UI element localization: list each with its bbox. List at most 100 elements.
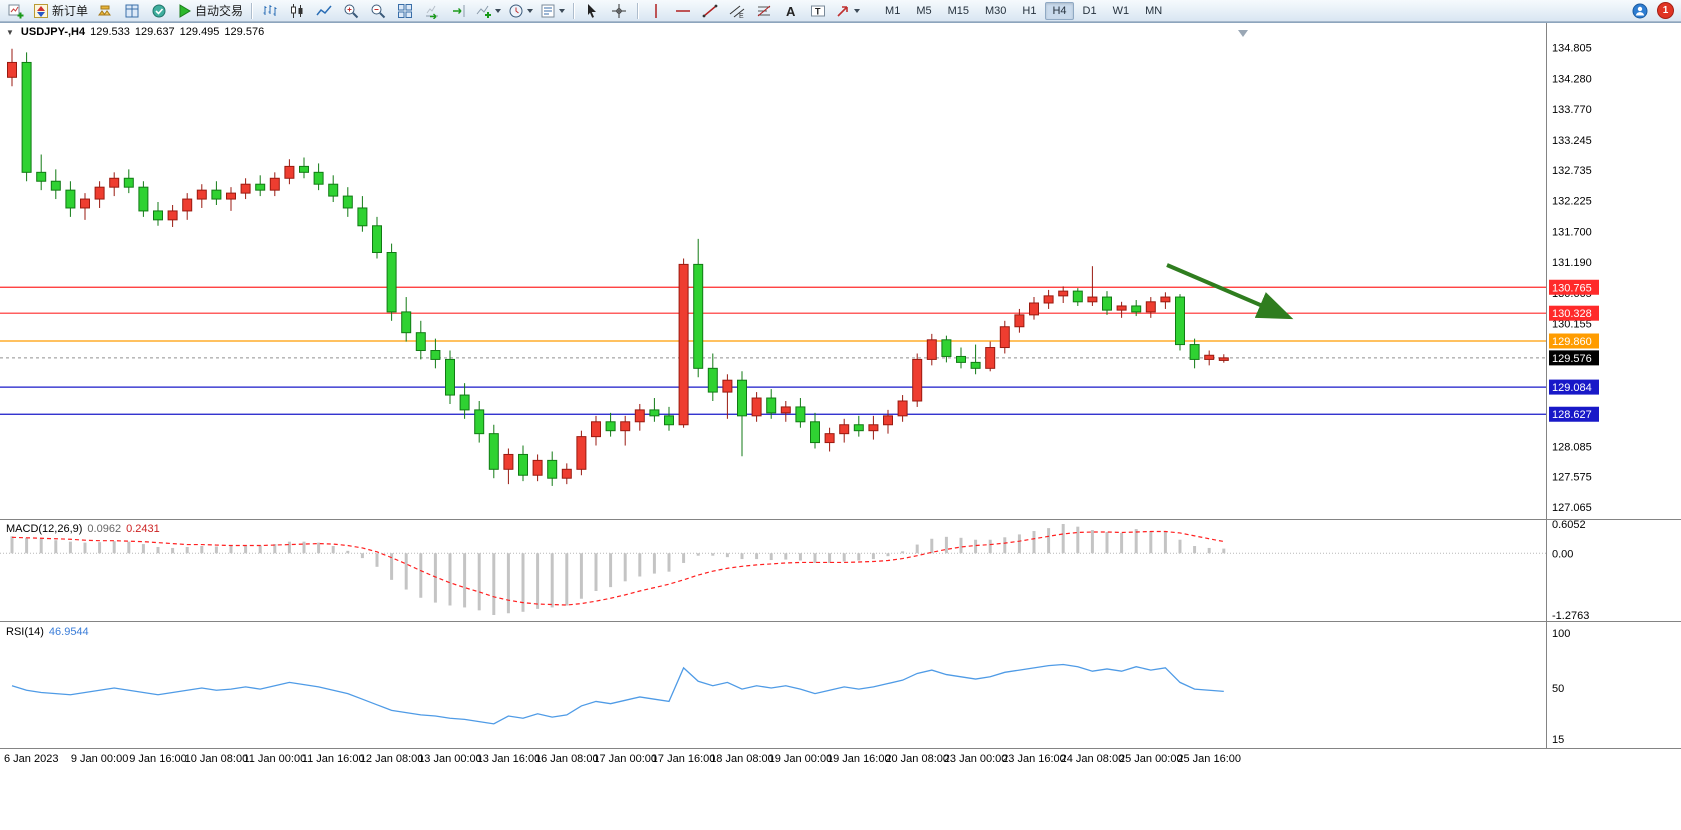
- autotrading-button[interactable]: 自动交易: [173, 0, 246, 22]
- svg-text:134.280: 134.280: [1552, 73, 1592, 85]
- zoom-out-button[interactable]: [365, 0, 391, 22]
- trendline-button[interactable]: [697, 0, 723, 22]
- svg-text:-1.2763: -1.2763: [1552, 610, 1589, 622]
- svg-text:127.575: 127.575: [1552, 472, 1592, 484]
- new-chart-button[interactable]: [3, 0, 29, 22]
- svg-text:E: E: [739, 13, 744, 19]
- macd-name: MACD(12,26,9): [6, 523, 83, 535]
- ohlc-open: 129.533: [90, 26, 130, 38]
- templates-button[interactable]: [537, 0, 568, 22]
- navigator-button[interactable]: [146, 0, 172, 22]
- svg-text:132.735: 132.735: [1552, 165, 1592, 177]
- candlestick-chart-icon: [291, 3, 303, 18]
- auto-scroll-button[interactable]: [419, 0, 445, 22]
- indicators-button[interactable]: [473, 0, 504, 22]
- timeframe-m30-button[interactable]: M30: [985, 4, 1007, 17]
- svg-text:133.245: 133.245: [1552, 135, 1592, 147]
- svg-text:11 Jan 16:00: 11 Jan 16:00: [302, 753, 365, 765]
- timeframe-m1-button[interactable]: M1: [885, 4, 901, 17]
- data-window-button[interactable]: [119, 0, 145, 22]
- community-button[interactable]: [1627, 0, 1653, 22]
- timeframe-h1-button[interactable]: H1: [1022, 4, 1037, 17]
- fibonacci-button[interactable]: [751, 0, 777, 22]
- svg-text:12 Jan 08:00: 12 Jan 08:00: [360, 753, 424, 765]
- svg-text:23 Jan 00:00: 23 Jan 00:00: [944, 753, 1008, 765]
- timeframe-h4-button[interactable]: H4: [1045, 1, 1074, 20]
- ohlc-close: 129.576: [224, 26, 265, 38]
- svg-text:25 Jan 16:00: 25 Jan 16:00: [1177, 753, 1241, 765]
- horizontal-line-icon: [676, 9, 691, 12]
- equidistant-channel-button[interactable]: E: [724, 0, 750, 22]
- market-watch-button[interactable]: [92, 0, 118, 22]
- zoom-out-icon: [371, 4, 386, 18]
- templates-icon: [541, 4, 555, 17]
- new-chart-icon: [8, 4, 24, 18]
- svg-text:16 Jan 08:00: 16 Jan 08:00: [535, 753, 599, 765]
- equidistant-channel-icon: E: [729, 5, 745, 19]
- svg-text:134.805: 134.805: [1552, 42, 1592, 54]
- svg-text:24 Jan 08:00: 24 Jan 08:00: [1061, 753, 1125, 765]
- svg-text:129.860: 129.860: [1552, 336, 1592, 348]
- chart-canvas[interactable]: 134.805 134.280 133.770 133.245 132.735 132.2…: [0, 22, 1681, 830]
- svg-text:A: A: [786, 4, 796, 19]
- zoom-in-button[interactable]: [338, 0, 364, 22]
- crosshair-button[interactable]: [606, 0, 632, 22]
- rsi-name: RSI(14): [6, 626, 44, 638]
- timeframe-buttons: M1 M5 M15 M30 H1 H4 D1 W1 MN: [878, 1, 1169, 20]
- svg-text:128.627: 128.627: [1552, 409, 1592, 421]
- chart-window-header: ▼ USDJPY-,H4 129.533 129.637 129.495 129…: [6, 26, 264, 38]
- line-chart-icon: [316, 5, 332, 15]
- timeframe-mn-button[interactable]: MN: [1145, 4, 1163, 17]
- new-order-label: 新订单: [52, 4, 89, 18]
- arrows-button[interactable]: [832, 0, 863, 22]
- text-label-button[interactable]: T: [805, 0, 831, 22]
- cursor-icon: [588, 3, 597, 18]
- ohlc-low: 129.495: [179, 26, 220, 38]
- timeframe-m5-button[interactable]: M5: [916, 4, 932, 17]
- text-label-icon: T: [811, 5, 826, 16]
- svg-text:0.00: 0.00: [1552, 548, 1573, 560]
- macd-main-value: 0.0962: [87, 523, 122, 535]
- timeframe-m15-button[interactable]: M15: [947, 4, 969, 17]
- macd-signal-value: 0.2431: [126, 523, 160, 535]
- toolbar: 新订单 自动交易: [0, 0, 1681, 22]
- horizontal-line-button[interactable]: [670, 0, 696, 22]
- auto-scroll-icon: [426, 5, 439, 19]
- one-click-trading-toggle[interactable]: ▼: [6, 27, 14, 37]
- svg-text:17 Jan 16:00: 17 Jan 16:00: [652, 753, 716, 765]
- macd-indicator-label: MACD(12,26,9) 0.0962 0.2431: [6, 523, 160, 535]
- tile-windows-button[interactable]: [392, 0, 418, 22]
- svg-text:T: T: [815, 6, 821, 16]
- toolbar-separator: [251, 2, 253, 19]
- svg-text:17 Jan 00:00: 17 Jan 00:00: [593, 753, 657, 765]
- cursor-button[interactable]: [579, 0, 605, 22]
- zoom-in-icon: [344, 4, 359, 18]
- line-chart-button[interactable]: [311, 0, 337, 22]
- toolbar-right: 1: [1627, 0, 1678, 22]
- rsi-value: 46.9544: [48, 626, 89, 638]
- trendline-icon: [702, 4, 718, 17]
- text-button[interactable]: A: [778, 0, 804, 22]
- timeframe-d1-button[interactable]: D1: [1082, 4, 1097, 17]
- new-order-button[interactable]: 新订单: [30, 0, 91, 22]
- svg-text:11 Jan 00:00: 11 Jan 00:00: [243, 753, 306, 765]
- timeframe-w1-button[interactable]: W1: [1112, 4, 1130, 17]
- periods-button[interactable]: [505, 0, 536, 22]
- fibonacci-icon: [757, 5, 771, 16]
- svg-text:13 Jan 00:00: 13 Jan 00:00: [418, 753, 482, 765]
- notifications-badge[interactable]: 1: [1657, 2, 1674, 19]
- svg-text:100: 100: [1552, 628, 1570, 640]
- indicators-icon: [476, 5, 492, 18]
- indicators-dropdown-caret: [495, 8, 502, 13]
- vertical-line-button[interactable]: [643, 0, 669, 22]
- chart-shift-button[interactable]: [446, 0, 472, 22]
- new-order-icon: [34, 3, 48, 18]
- bar-chart-button[interactable]: [257, 0, 283, 22]
- bar-chart-icon: [263, 4, 277, 16]
- autotrading-play-icon: [179, 3, 191, 18]
- candlestick-chart-button[interactable]: [284, 0, 310, 22]
- data-window-icon: [125, 4, 139, 17]
- navigator-icon: [152, 4, 166, 17]
- svg-text:130.155: 130.155: [1552, 318, 1592, 330]
- svg-text:130.328: 130.328: [1552, 308, 1592, 320]
